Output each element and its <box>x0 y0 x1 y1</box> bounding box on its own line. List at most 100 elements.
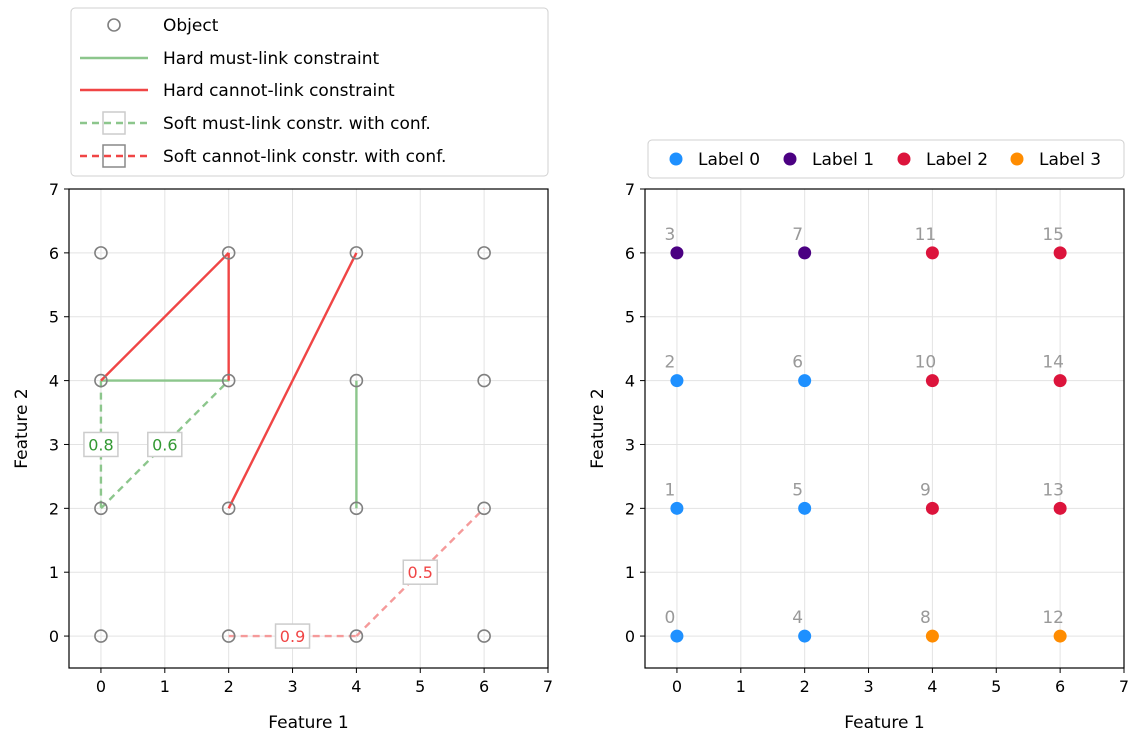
object-point <box>94 629 108 643</box>
y-tick-label: 1 <box>625 563 635 582</box>
point-index-label: 5 <box>792 480 803 500</box>
labeled-point <box>925 501 939 515</box>
object-point <box>349 629 364 643</box>
labeled-point <box>670 629 684 643</box>
point-index-label: 9 <box>920 480 931 500</box>
legend-label-1: Label 1 <box>812 150 874 170</box>
x-tick-label: 7 <box>543 677 553 696</box>
labeled-point <box>670 501 684 515</box>
point-index-label: 8 <box>920 608 931 628</box>
x-tick-label: 4 <box>351 677 361 696</box>
x-axis-label: Feature 1 <box>844 713 924 733</box>
labeled-point <box>798 246 812 260</box>
object-point <box>221 373 236 388</box>
x-tick-label: 6 <box>479 677 489 696</box>
soft-must-link-confidence-box <box>83 431 119 458</box>
x-tick-label: 7 <box>1119 677 1129 696</box>
y-tick-label: 5 <box>49 308 59 327</box>
point-index-label: 14 <box>1042 353 1064 373</box>
y-tick-label: 0 <box>625 627 635 646</box>
object-point <box>477 246 491 260</box>
point-index-label: 1 <box>665 480 676 500</box>
x-tick-label: 1 <box>160 677 170 696</box>
hard-cannot-link-edge <box>227 252 358 509</box>
point-index-label: 6 <box>792 353 803 373</box>
plot-frame <box>68 188 549 669</box>
labeled-point <box>798 629 812 643</box>
object-point <box>349 373 364 388</box>
point-index-label: 11 <box>915 225 937 245</box>
object-point <box>477 629 491 643</box>
labeled-point <box>670 374 684 388</box>
legend-soft-cannot-link-box <box>102 144 126 168</box>
labeled-point <box>1053 501 1067 515</box>
labeled-point <box>925 629 939 643</box>
x-tick-label: 2 <box>800 677 810 696</box>
labeled-point <box>798 501 812 515</box>
x-tick-label: 2 <box>224 677 234 696</box>
x-tick-label: 1 <box>736 677 746 696</box>
y-tick-label: 6 <box>625 244 635 263</box>
point-index-label: 15 <box>1042 225 1064 245</box>
labeled-point <box>670 246 684 260</box>
object-point <box>94 246 108 260</box>
y-tick-label: 4 <box>49 372 59 391</box>
y-tick-label: 2 <box>49 499 59 518</box>
soft-cannot-link-confidence: 0.5 <box>408 563 433 582</box>
point-index-label: 12 <box>1042 608 1064 628</box>
legend-label-0-marker <box>669 152 683 166</box>
soft-cannot-link-confidence: 0.9 <box>280 627 305 646</box>
legend-object-marker <box>107 18 121 32</box>
y-tick-label: 7 <box>49 180 59 199</box>
soft-cannot-link-confidence-box <box>274 623 311 649</box>
labeled-point <box>925 246 939 260</box>
point-index-label: 4 <box>792 608 803 628</box>
legend-label-3-marker <box>1010 152 1024 166</box>
x-tick-label: 5 <box>415 677 425 696</box>
y-tick-label: 1 <box>49 563 59 582</box>
y-tick-label: 6 <box>49 244 59 263</box>
labeled-point <box>798 374 812 388</box>
x-tick-label: 6 <box>1055 677 1065 696</box>
legend-frame <box>70 7 549 177</box>
y-tick-label: 3 <box>625 435 635 454</box>
soft-must-link-confidence: 0.6 <box>152 435 177 454</box>
legend-constraints: Object Hard must-link constraint Hard cann… <box>70 7 549 177</box>
x-axis-label: Feature 1 <box>268 713 348 733</box>
soft-must-link-confidence-box <box>147 431 183 458</box>
point-index-label: 0 <box>665 608 676 628</box>
object-point <box>94 373 108 388</box>
point-index-label: 13 <box>1042 480 1064 500</box>
legend-label-1-marker <box>783 152 797 166</box>
object-point <box>477 373 491 388</box>
legend-labels: Label 0 Label 1 Label 2 Label 3 <box>647 139 1125 179</box>
y-tick-label: 5 <box>625 308 635 327</box>
object-point <box>221 501 236 516</box>
legend-label-3: Label 3 <box>1039 150 1101 170</box>
legend-hard-must-link-label: Hard must-link constraint <box>163 49 379 69</box>
x-tick-label: 5 <box>991 677 1001 696</box>
object-point <box>221 246 236 260</box>
y-tick-label: 0 <box>49 627 59 646</box>
object-point <box>477 501 491 516</box>
y-tick-label: 4 <box>625 372 635 391</box>
y-tick-label: 2 <box>625 499 635 518</box>
point-index-label: 7 <box>792 225 803 245</box>
legend-object-label: Object <box>163 16 219 36</box>
object-point <box>349 501 364 516</box>
labeled-point <box>1053 246 1067 260</box>
x-tick-label: 4 <box>927 677 937 696</box>
object-point <box>221 629 236 643</box>
y-axis-label: Feature 2 <box>588 388 608 468</box>
labeled-point <box>1053 629 1067 643</box>
legend-hard-cannot-link-label: Hard cannot-link constraint <box>163 81 395 101</box>
x-tick-label: 3 <box>287 677 297 696</box>
legend-label-2: Label 2 <box>926 150 988 170</box>
y-tick-label: 7 <box>625 180 635 199</box>
point-index-label: 3 <box>665 225 676 245</box>
x-tick-label: 0 <box>672 677 682 696</box>
soft-cannot-link-confidence-box <box>402 559 439 585</box>
legend-soft-must-link-box <box>102 111 126 135</box>
